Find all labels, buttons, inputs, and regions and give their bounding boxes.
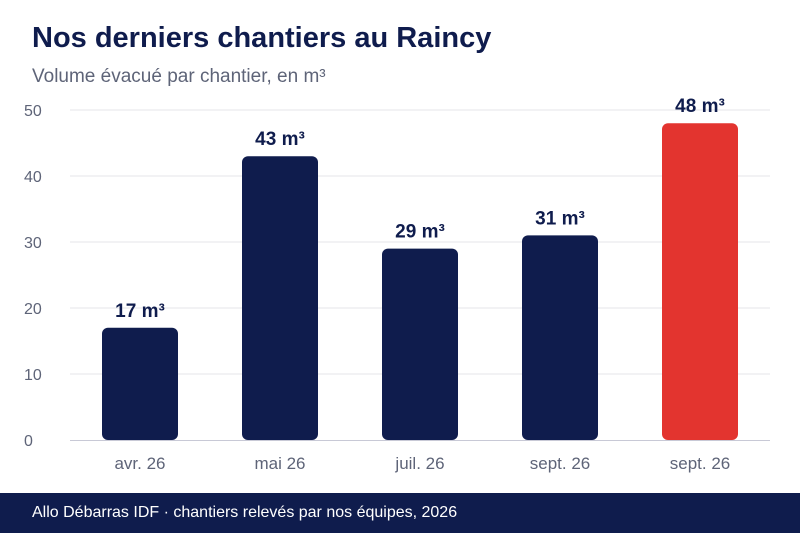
bar-value-label: 29 m³ (395, 222, 445, 243)
y-tick-label: 10 (24, 367, 42, 384)
bar (242, 156, 318, 440)
x-tick-label: sept. 26 (670, 454, 731, 473)
chart-title: Nos derniers chantiers au Raincy (32, 22, 492, 54)
bar (522, 235, 598, 440)
footer-source: Allo Débarras IDF · chantiers relevés pa… (32, 504, 458, 521)
x-tick-label: juil. 26 (394, 454, 444, 473)
y-tick-label: 50 (24, 103, 42, 120)
x-tick-label: mai 26 (254, 454, 305, 473)
x-tick-label: avr. 26 (114, 454, 165, 473)
bar-chart: 0 10 20 30 40 50 17 m³ avr. 26 43 m³ mai 26 29 m³ j… (24, 96, 770, 473)
bar-value-label: 48 m³ (675, 96, 725, 117)
bar-value-label: 31 m³ (535, 208, 585, 229)
bar (662, 123, 738, 440)
bar (382, 248, 458, 440)
y-tick-label: 0 (24, 433, 33, 450)
footer-bar: Allo Débarras IDF · chantiers relevés pa… (0, 493, 800, 533)
y-tick-label: 40 (24, 169, 42, 186)
chart-subtitle: Volume évacué par chantier, en m³ (32, 66, 326, 87)
bar-value-label: 43 m³ (255, 129, 305, 150)
y-tick-label: 30 (24, 235, 42, 252)
x-tick-label: sept. 26 (530, 454, 591, 473)
bar-value-label: 17 m³ (115, 301, 165, 322)
y-tick-label: 20 (24, 301, 42, 318)
bar (102, 327, 178, 440)
